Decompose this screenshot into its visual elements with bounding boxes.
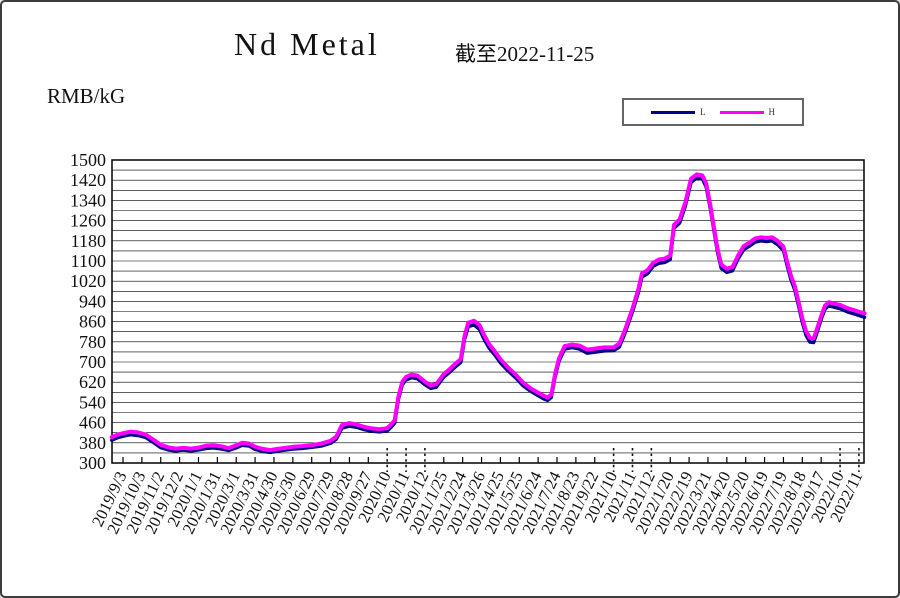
y-tick-label: 1340	[70, 190, 106, 210]
y-tick-label: 860	[79, 312, 106, 332]
y-tick-label: 380	[79, 433, 106, 453]
y-tick-label: 1260	[70, 211, 106, 231]
as-of-date-label: 截至2022-11-25	[455, 42, 595, 66]
legend: L H	[622, 98, 804, 126]
y-tick-label: 1020	[70, 271, 106, 291]
y-tick-label: 780	[79, 332, 106, 352]
legend-item-low: L	[651, 107, 706, 117]
y-tick-label: 700	[79, 352, 106, 372]
series-l-line	[109, 176, 867, 455]
y-tick-label: 460	[79, 413, 106, 433]
y-axis-unit-label: RMB/kG	[47, 84, 126, 108]
series-l-label: L	[700, 107, 706, 117]
series-h-line-swatch	[719, 110, 764, 114]
legend-item-high: H	[719, 107, 776, 117]
series-h-line	[109, 172, 867, 453]
y-tick-label: 1100	[71, 251, 106, 271]
y-tick-label: 1500	[70, 150, 106, 170]
series-h-label: H	[768, 107, 776, 117]
y-tick-label: 620	[79, 372, 106, 392]
y-tick-label: 1180	[71, 231, 106, 251]
page-title: Nd Metal	[234, 26, 380, 62]
y-tick-label: 540	[79, 392, 106, 412]
y-tick-label: 1420	[70, 170, 106, 190]
y-tick-label: 940	[79, 291, 106, 311]
y-tick-label: 300	[79, 453, 106, 473]
series-l-line-swatch	[651, 110, 695, 114]
